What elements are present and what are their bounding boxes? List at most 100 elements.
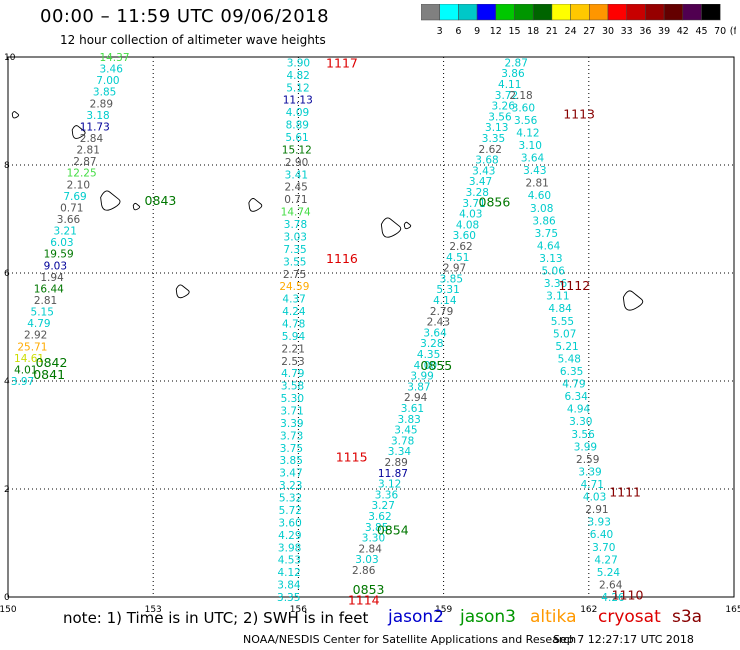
wave-height-value: 5.21 <box>555 341 578 353</box>
wave-height-value: 0.71 <box>60 202 83 214</box>
wave-height-value: 7.00 <box>96 75 119 87</box>
legend-jason3: jason3 <box>460 607 516 627</box>
wave-height-value: 5.06 <box>542 266 566 278</box>
wave-height-value: 3.27 <box>372 500 395 512</box>
wave-height-value: 4.12 <box>516 127 539 139</box>
pass-label: 1115 <box>336 450 368 465</box>
wave-height-value: 12.25 <box>67 168 97 180</box>
pass-label: 1110 <box>612 587 644 602</box>
wave-height-value: 3.64 <box>423 327 447 339</box>
wave-height-value: 3.85 <box>280 455 303 467</box>
wave-height-value: 2.53 <box>281 356 304 368</box>
wave-height-value: 3.13 <box>485 122 508 134</box>
wave-height-value: 3.60 <box>278 517 301 529</box>
wave-height-value: 3.58 <box>281 381 304 393</box>
wave-height-value: 4.71 <box>581 479 604 491</box>
wave-height-value: 25.71 <box>17 341 47 353</box>
wave-height-value: 3.23 <box>279 480 302 492</box>
wave-height-value: 3.47 <box>469 176 492 188</box>
wave-height-value: 4.60 <box>528 190 551 202</box>
pass-label: 1117 <box>326 55 358 70</box>
wave-height-value: 14.37 <box>99 52 129 64</box>
wave-height-value: 3.36 <box>375 489 399 501</box>
island-8 <box>175 284 190 299</box>
island-7 <box>403 221 412 230</box>
wave-height-value: 2.21 <box>282 343 305 355</box>
wave-height-value: 3.64 <box>521 153 545 165</box>
wave-height-value: 5.94 <box>282 331 306 343</box>
island-1 <box>11 111 20 119</box>
wave-height-value: 5.72 <box>279 505 302 517</box>
pass-label: 0855 <box>420 358 452 373</box>
wave-height-value: 15.12 <box>282 144 312 156</box>
wave-height-value: 6.34 <box>565 391 589 403</box>
wave-height-value: 5.24 <box>597 567 621 579</box>
wave-height-value: 2.89 <box>384 457 407 469</box>
wave-height-value: 3.56 <box>514 115 538 127</box>
wave-height-value: 3.70 <box>592 542 615 554</box>
wave-height-value: 4.37 <box>282 294 305 306</box>
wave-height-value: 14.74 <box>281 207 311 219</box>
pass-label: 0843 <box>145 193 177 208</box>
pass-label: 0853 <box>353 582 385 597</box>
wave-height-value: 2.81 <box>77 145 100 157</box>
wave-height-value: 3.47 <box>279 468 302 480</box>
wave-height-value: 3.71 <box>462 198 485 210</box>
generated-timestamp: Sep 7 12:27:17 UTC 2018 <box>553 633 694 646</box>
wave-height-value: 5.15 <box>31 307 54 319</box>
pass-label: 1111 <box>609 485 641 500</box>
wave-height-value: 2.62 <box>449 241 472 253</box>
wave-height-value: 3.87 <box>407 381 430 393</box>
pass-label: 0856 <box>479 195 511 210</box>
wave-height-value: 2.86 <box>352 565 376 577</box>
wave-height-value: 4.64 <box>537 240 561 252</box>
wave-height-value: 2.92 <box>24 330 47 342</box>
colorbar-label: 42 <box>677 26 689 37</box>
wave-height-value: 2.87 <box>505 57 528 69</box>
wave-height-value: 5.31 <box>436 284 459 296</box>
wave-height-value: 3.60 <box>512 102 535 114</box>
wave-height-value: 3.43 <box>472 165 495 177</box>
wave-height-value: 2.18 <box>509 90 532 102</box>
wave-height-value: 3.45 <box>394 425 417 437</box>
wave-height-value: 4.08 <box>456 219 479 231</box>
wave-height-value: 4.79 <box>281 368 304 380</box>
wave-height-value: 2.43 <box>427 317 450 329</box>
wave-height-value: 2.10 <box>67 179 90 191</box>
wave-height-value: 3.41 <box>285 169 308 181</box>
island-9 <box>622 290 644 311</box>
wave-height-value: 2.79 <box>430 306 453 318</box>
wave-height-value: 14.61 <box>14 353 44 365</box>
y-tick-label: 4 <box>4 377 10 387</box>
legend-cryosat: cryosat <box>598 607 661 627</box>
wave-height-value: 3.75 <box>280 443 303 455</box>
chart-title: 00:00 – 11:59 UTC 09/06/2018 <box>40 6 330 27</box>
wave-height-value: 4.01 <box>14 364 37 376</box>
y-tick-label: 6 <box>4 269 10 279</box>
wave-height-value: 3.72 <box>495 90 518 102</box>
wave-height-value: 9.03 <box>44 260 67 272</box>
wave-height-value: 2.81 <box>34 295 57 307</box>
wave-height-value: 11.13 <box>283 95 313 107</box>
wave-height-value: 4.26 <box>601 592 625 604</box>
wave-height-value: 4.35 <box>417 349 440 361</box>
wave-height-value: 3.18 <box>86 110 109 122</box>
wave-height-value: 3.28 <box>420 338 443 350</box>
wave-height-value: 4.79 <box>27 318 50 330</box>
wave-height-value: 3.85 <box>365 522 388 534</box>
wave-height-value: 2.84 <box>359 543 383 555</box>
wave-height-value: 3.56 <box>488 111 512 123</box>
footer-note: note: 1) Time is in UTC; 2) SWH is in fe… <box>63 609 369 627</box>
wave-height-value: 3.97 <box>11 376 34 388</box>
island-4 <box>132 202 141 211</box>
colorbar-label: 6 <box>455 26 461 37</box>
wave-height-value: 6.35 <box>560 366 583 378</box>
colorbar-label: 70 <box>714 26 726 37</box>
wave-height-value: 3.66 <box>57 214 81 226</box>
wave-height-value: 5.12 <box>286 82 309 94</box>
wave-height-value: 4.82 <box>286 70 309 82</box>
wave-height-value: 3.28 <box>466 187 489 199</box>
wave-height-value: 3.93 <box>588 517 611 529</box>
wave-height-value: 3.84 <box>277 580 301 592</box>
